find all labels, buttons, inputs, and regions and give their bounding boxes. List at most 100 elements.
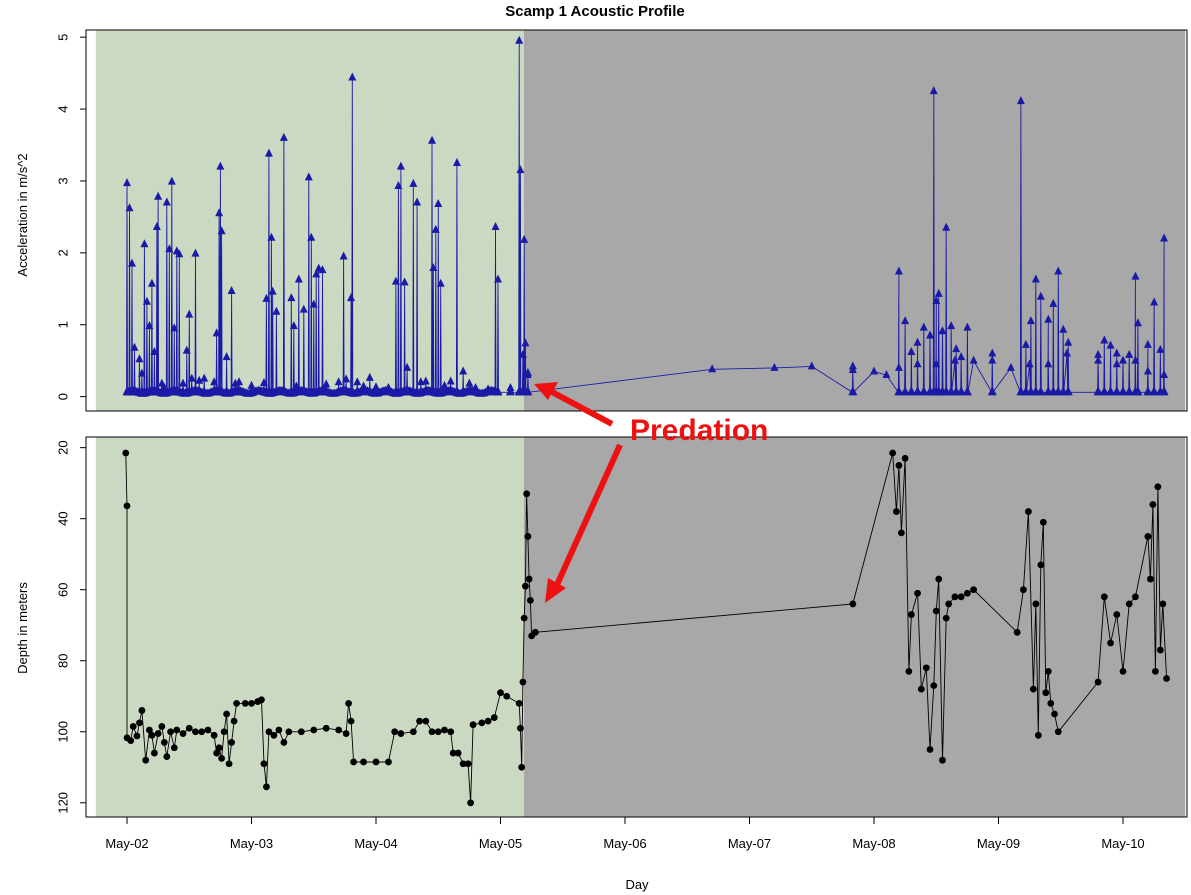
depth-point: [1146, 575, 1154, 583]
depth-point: [133, 732, 141, 740]
depth-point: [198, 728, 206, 736]
predation-arrow-lower: [553, 443, 623, 589]
depth-point: [148, 731, 156, 739]
depth-point: [441, 726, 448, 734]
acceleration-point: [287, 293, 296, 302]
acceleration-y-label: Acceleration in m/s^2: [15, 153, 30, 276]
depth-point: [1032, 600, 1040, 608]
depth-region-1: [523, 437, 1186, 817]
depth-point: [138, 707, 146, 714]
acceleration-point: [170, 323, 179, 332]
acceleration-point: [1036, 291, 1045, 300]
acceleration-point: [1049, 298, 1058, 307]
acceleration-point: [279, 132, 288, 141]
acceleration-point: [708, 364, 717, 373]
depth-point: [342, 730, 350, 737]
acceleration-point: [299, 304, 308, 313]
depth-point: [223, 710, 231, 718]
acceleration-point: [1016, 96, 1025, 105]
acceleration-point: [465, 387, 474, 396]
acceleration-point: [969, 355, 978, 364]
depth-point: [385, 758, 392, 766]
depth-point: [218, 755, 226, 762]
acceleration-point: [428, 135, 437, 144]
depth-point: [1037, 561, 1045, 569]
depth-point: [526, 596, 534, 604]
depth-point: [416, 717, 423, 725]
acceleration-point: [135, 354, 144, 363]
depth-point: [926, 746, 934, 753]
acceleration-point: [309, 299, 318, 308]
acceleration-point: [1059, 324, 1068, 333]
depth-point: [889, 449, 897, 457]
acceleration-point: [272, 387, 281, 396]
acceleration-point: [895, 387, 904, 396]
acceleration-point: [429, 262, 438, 271]
depth-point: [520, 614, 528, 622]
depth-point: [1047, 699, 1055, 707]
acceleration-point: [894, 266, 903, 275]
depth-point: [397, 730, 405, 737]
depth-point: [310, 726, 318, 734]
acceleration-point: [413, 197, 422, 206]
acceleration-point: [268, 286, 277, 295]
acceleration-point: [262, 293, 271, 302]
acceleration-point: [1094, 349, 1103, 358]
acceleration-point: [1119, 355, 1127, 364]
depth-point: [518, 763, 526, 771]
acceleration-point: [807, 361, 816, 370]
acceleration-point: [523, 367, 532, 376]
depth-point: [1100, 593, 1108, 601]
acceleration-point: [227, 285, 236, 294]
acceleration-point: [1134, 387, 1143, 396]
depth-point: [1094, 678, 1102, 686]
depth-point: [524, 533, 532, 540]
acceleration-point: [334, 377, 343, 386]
acceleration-point: [123, 178, 131, 187]
acceleration-point: [929, 86, 938, 95]
depth-point: [1042, 689, 1050, 697]
depth-y-tick-label: 60: [55, 582, 70, 596]
acceleration-point: [1131, 271, 1140, 280]
acceleration-point: [934, 288, 943, 297]
acceleration-point: [195, 375, 204, 384]
acceleration-point: [421, 376, 430, 385]
acceleration-point: [318, 265, 327, 274]
depth-point: [270, 731, 278, 739]
depth-point: [1125, 600, 1133, 608]
depth-point: [228, 739, 235, 746]
acceleration-point: [154, 191, 163, 200]
depth-point: [1044, 667, 1052, 675]
depth-point: [146, 726, 153, 734]
depth-point: [142, 756, 150, 764]
acceleration-point: [175, 249, 184, 258]
acceleration-point: [1125, 349, 1134, 358]
acceleration-point: [125, 203, 134, 212]
depth-point: [260, 760, 268, 768]
acceleration-point: [372, 382, 380, 391]
depth-y-tick-label: 20: [55, 440, 70, 454]
depth-point: [907, 611, 915, 618]
acceleration-point: [447, 387, 456, 396]
depth-point: [215, 744, 223, 752]
x-tick-label: May-03: [230, 836, 273, 851]
acceleration-point: [372, 387, 381, 396]
depth-point: [122, 449, 130, 457]
depth-point: [167, 728, 174, 736]
acceleration-point: [942, 222, 951, 231]
acceleration-point: [1100, 335, 1109, 344]
acceleration-point: [988, 355, 997, 364]
acceleration-point: [1054, 266, 1063, 275]
acceleration-point: [963, 387, 972, 396]
acceleration-point: [152, 221, 161, 230]
depth-point: [1054, 728, 1062, 736]
depth-point: [1039, 518, 1047, 526]
acceleration-point: [347, 293, 356, 302]
depth-point: [350, 758, 357, 766]
acceleration-point: [294, 274, 303, 283]
chart-title: Scamp 1 Acoustic Profile: [505, 3, 685, 20]
acceleration-point: [870, 366, 878, 375]
acceleration-point: [894, 362, 903, 371]
acceleration-point: [1119, 387, 1128, 396]
